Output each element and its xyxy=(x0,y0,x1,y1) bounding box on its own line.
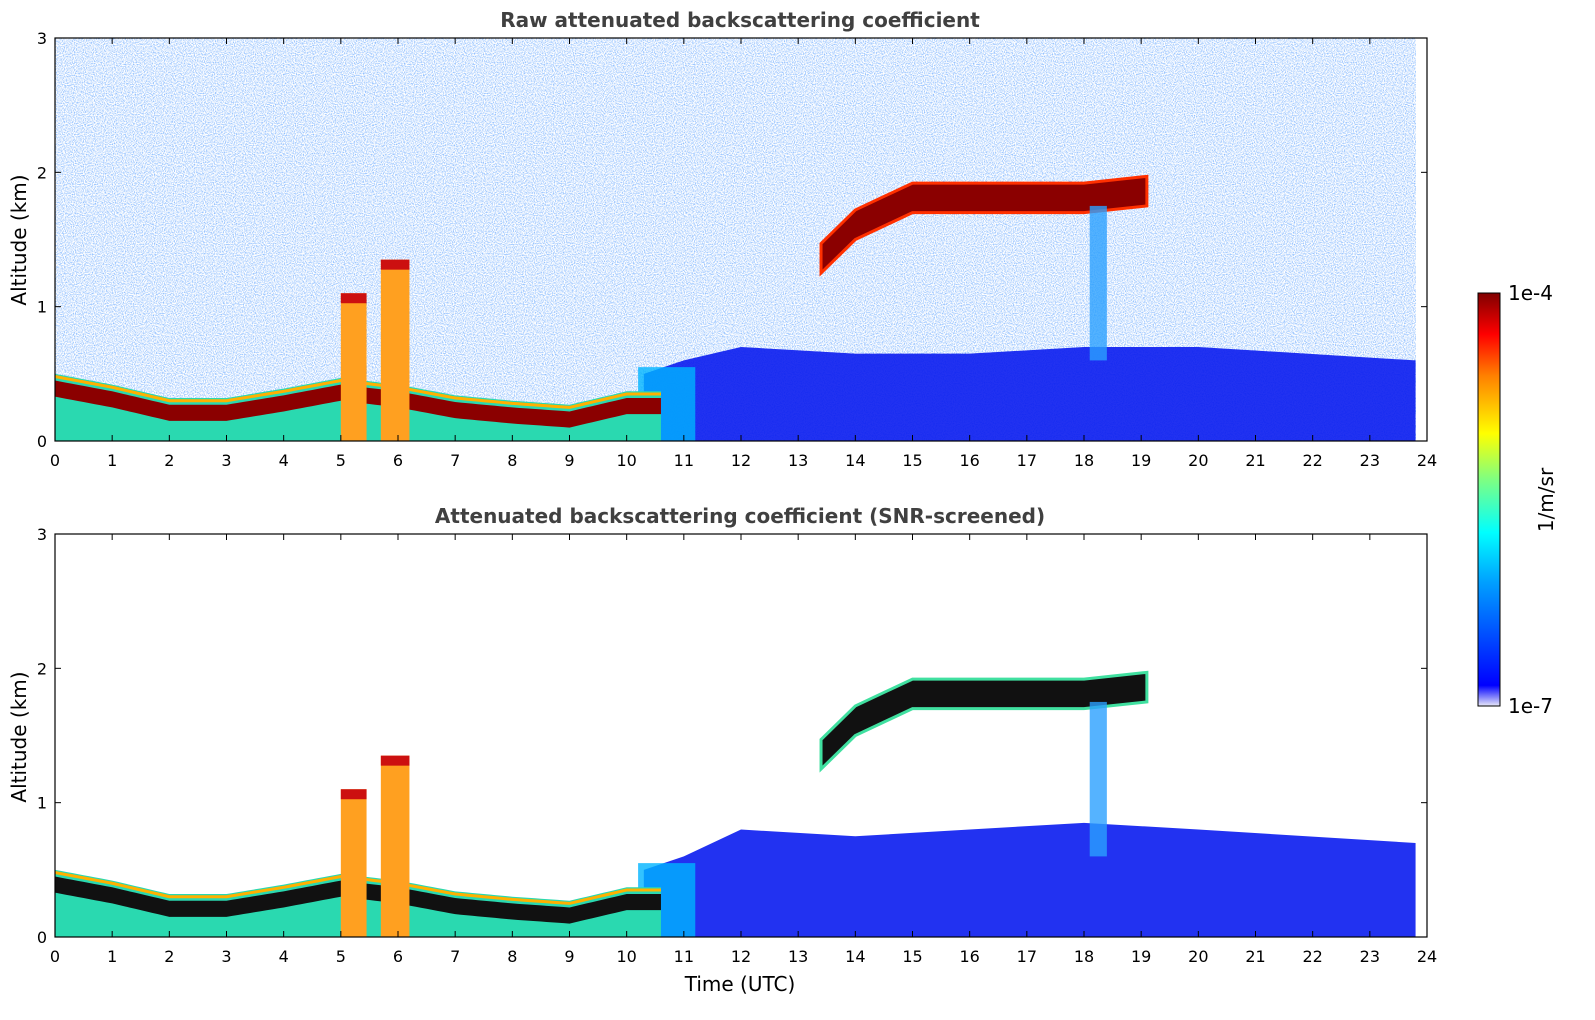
x-tick-label: 3 xyxy=(221,451,231,470)
x-tick-label: 15 xyxy=(902,451,922,470)
y-tick-label: 2 xyxy=(37,659,47,678)
x-tick-label: 11 xyxy=(674,451,694,470)
x-tick-label: 0 xyxy=(50,947,60,966)
heatmap-area xyxy=(54,38,1416,441)
convective-column-top xyxy=(380,755,410,766)
x-tick-label: 16 xyxy=(959,947,979,966)
x-tick-label: 22 xyxy=(1302,947,1322,966)
y-axis-label: Altitude (km) xyxy=(7,671,31,802)
x-tick-label: 1 xyxy=(107,451,117,470)
chart-title: Raw attenuated backscattering coefficien… xyxy=(500,8,980,32)
y-tick-label: 1 xyxy=(37,298,47,317)
x-tick-label: 8 xyxy=(507,451,517,470)
y-tick-label: 1 xyxy=(37,794,47,813)
x-tick-label: 9 xyxy=(564,947,574,966)
x-tick-label: 17 xyxy=(1017,947,1037,966)
x-tick-label: 20 xyxy=(1188,451,1208,470)
colorbar-min-label: 1e-7 xyxy=(1508,694,1553,718)
elevated-cloud-layer xyxy=(819,670,1149,773)
x-tick-label: 17 xyxy=(1017,451,1037,470)
x-tick-label: 21 xyxy=(1245,451,1265,470)
convective-column-top xyxy=(340,293,367,304)
x-tick-label: 12 xyxy=(731,947,751,966)
y-axis: 0 1 2 3 xyxy=(37,29,1427,451)
x-tick-label: 5 xyxy=(336,947,346,966)
y-axis-label: Altitude (km) xyxy=(7,174,31,305)
x-tick-label: 4 xyxy=(279,451,289,470)
boundary-layer-aerosol xyxy=(643,822,1416,937)
x-tick-label: 2 xyxy=(164,451,174,470)
elevated-cloud-layer xyxy=(819,174,1149,277)
colorbar: 1e-4 1e-7 1/m/sr xyxy=(1477,281,1558,718)
colorbar-unit-label: 1/m/sr xyxy=(1534,467,1558,532)
x-tick-label: 19 xyxy=(1131,947,1151,966)
y-tick-label: 2 xyxy=(37,163,47,182)
convective-column-top xyxy=(380,259,410,270)
x-tick-label: 13 xyxy=(788,947,808,966)
y-axis: 0 1 2 3 xyxy=(37,525,1427,947)
colorbar-max-label: 1e-4 xyxy=(1508,281,1553,305)
x-tick-label: 4 xyxy=(279,947,289,966)
virga-column xyxy=(1089,205,1107,361)
x-tick-label: 11 xyxy=(674,947,694,966)
convective-column xyxy=(380,259,410,441)
x-tick-label: 15 xyxy=(902,947,922,966)
x-tick-label: 23 xyxy=(1360,451,1380,470)
convective-column xyxy=(340,789,367,937)
chart-title: Attenuated backscattering coefficient (S… xyxy=(435,504,1045,528)
convective-column xyxy=(340,293,367,441)
x-tick-label: 20 xyxy=(1188,947,1208,966)
x-axis: 0 1 2 3 4 5 6 7 8 9 10 11 12 13 14 15 16 17 18 19 20 21 22 23 24 xyxy=(50,534,1437,966)
x-tick-label: 2 xyxy=(164,947,174,966)
x-axis: 0 1 2 3 4 5 6 7 8 9 10 11 12 13 14 15 16 17 18 19 20 21 22 23 24 xyxy=(50,38,1437,470)
y-tick-label: 3 xyxy=(37,29,47,48)
colorbar-gradient xyxy=(1477,292,1501,707)
y-tick-label: 0 xyxy=(37,928,47,947)
x-tick-label: 9 xyxy=(564,451,574,470)
x-tick-label: 24 xyxy=(1417,947,1437,966)
x-tick-label: 8 xyxy=(507,947,517,966)
cloud-layer-core xyxy=(55,380,661,428)
x-tick-label: 10 xyxy=(616,451,636,470)
x-tick-label: 14 xyxy=(845,947,865,966)
x-tick-label: 3 xyxy=(221,947,231,966)
panel-snr-screened: Attenuated backscattering coefficient (S… xyxy=(7,504,1437,996)
x-tick-label: 14 xyxy=(845,451,865,470)
x-tick-label: 0 xyxy=(50,451,60,470)
heatmap-area xyxy=(54,670,1416,937)
x-tick-label: 1 xyxy=(107,947,117,966)
x-tick-label: 5 xyxy=(336,451,346,470)
x-tick-label: 6 xyxy=(393,451,403,470)
x-tick-label: 18 xyxy=(1074,451,1094,470)
panel-raw: Raw attenuated backscattering coefficien… xyxy=(7,8,1437,470)
x-tick-label: 7 xyxy=(450,451,460,470)
x-tick-label: 12 xyxy=(731,451,751,470)
virga-column xyxy=(1089,701,1107,857)
x-axis-label: Time (UTC) xyxy=(684,972,796,996)
x-tick-label: 10 xyxy=(616,947,636,966)
x-tick-label: 18 xyxy=(1074,947,1094,966)
cloud-layer-core xyxy=(55,876,661,924)
x-tick-label: 19 xyxy=(1131,451,1151,470)
x-tick-label: 22 xyxy=(1302,451,1322,470)
x-tick-label: 6 xyxy=(393,947,403,966)
x-tick-label: 16 xyxy=(959,451,979,470)
x-tick-label: 23 xyxy=(1360,947,1380,966)
convective-column xyxy=(380,755,410,937)
convective-column-top xyxy=(340,789,367,800)
boundary-layer-aerosol xyxy=(643,346,1416,441)
x-tick-label: 24 xyxy=(1417,451,1437,470)
y-tick-label: 0 xyxy=(37,432,47,451)
x-tick-label: 7 xyxy=(450,947,460,966)
y-tick-label: 3 xyxy=(37,525,47,544)
x-tick-label: 21 xyxy=(1245,947,1265,966)
x-tick-label: 13 xyxy=(788,451,808,470)
